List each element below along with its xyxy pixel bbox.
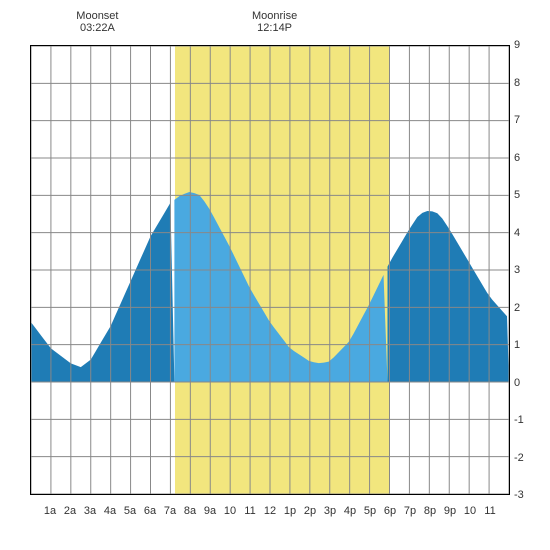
y-tick-label: 4 xyxy=(514,227,520,239)
x-tick-label: 8a xyxy=(184,505,196,517)
x-tick-label: 10 xyxy=(464,505,476,517)
x-tick-label: 11 xyxy=(244,505,255,517)
y-tick-label: 1 xyxy=(514,339,520,351)
x-axis: 1a 2a 3a 4a 5a 6a 7a 8a 9a 10 11 12 1p 2p 3p 4p 5p 6p 7p 8p… xyxy=(30,505,510,530)
x-tick-label: 8p xyxy=(424,505,436,517)
y-tick-label: -1 xyxy=(514,414,524,426)
x-tick-label: 12 xyxy=(264,505,276,517)
y-tick-label: 9 xyxy=(514,39,520,51)
y-tick-label: 2 xyxy=(514,302,520,314)
grid-lines xyxy=(31,46,509,494)
x-tick-label: 7p xyxy=(404,505,416,517)
x-tick-label: 6a xyxy=(144,505,156,517)
x-tick-label: 5a xyxy=(124,505,136,517)
annotation-time: 12:14P xyxy=(252,22,297,34)
x-tick-label: 3a xyxy=(84,505,96,517)
plot-area xyxy=(30,45,510,495)
x-tick-label: 9a xyxy=(204,505,216,517)
x-tick-label: 6p xyxy=(384,505,396,517)
x-tick-label: 11 xyxy=(484,505,495,517)
y-tick-label: -3 xyxy=(514,489,524,501)
x-tick-label: 3p xyxy=(324,505,336,517)
x-tick-label: 2p xyxy=(304,505,316,517)
annotation-label: Moonset xyxy=(76,10,118,22)
x-tick-label: 7a xyxy=(164,505,176,517)
y-tick-label: 0 xyxy=(514,377,520,389)
y-tick-label: 7 xyxy=(514,114,520,126)
moonset-annotation: Moonset03:22A xyxy=(76,10,118,34)
y-tick-label: 6 xyxy=(514,152,520,164)
x-tick-label: 4p xyxy=(344,505,356,517)
tide-chart: Moonset03:22AMoonrise12:14P -3-2-1012345… xyxy=(20,10,530,540)
annotation-time: 03:22A xyxy=(76,22,118,34)
x-tick-label: 4a xyxy=(104,505,116,517)
x-tick-label: 1p xyxy=(284,505,296,517)
y-tick-label: 5 xyxy=(514,189,520,201)
x-tick-label: 5p xyxy=(364,505,376,517)
x-tick-label: 10 xyxy=(224,505,236,517)
moonrise-annotation: Moonrise12:14P xyxy=(252,10,297,34)
x-tick-label: 2a xyxy=(64,505,76,517)
y-axis: -3-2-10123456789 xyxy=(512,45,530,495)
y-tick-label: 8 xyxy=(514,77,520,89)
x-tick-label: 9p xyxy=(444,505,456,517)
annotation-label: Moonrise xyxy=(252,10,297,22)
y-tick-label: 3 xyxy=(514,264,520,276)
moon-annotations: Moonset03:22A Moonrise12:14P xyxy=(20,10,530,45)
x-tick-label: 1a xyxy=(44,505,56,517)
y-tick-label: -2 xyxy=(514,452,524,464)
